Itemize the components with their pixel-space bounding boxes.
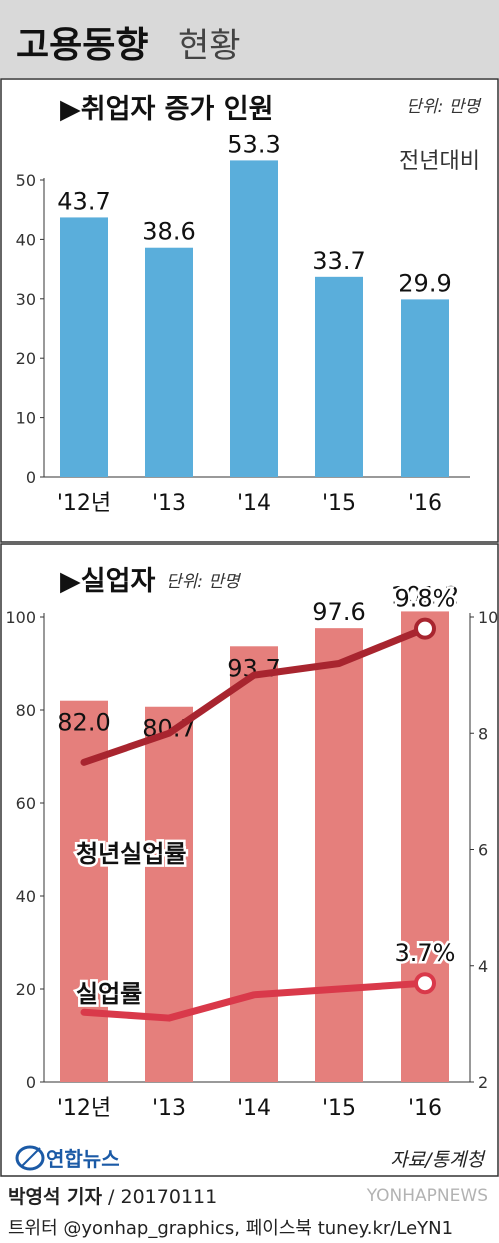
panel-unemployment (0, 543, 499, 1177)
chart2-y-tick-label: 60 (16, 794, 36, 813)
logo-slash-icon (21, 1147, 41, 1167)
chart1-value-label: 38.6 (142, 218, 195, 246)
header-band (0, 0, 499, 78)
chart2-y-tick-label: 40 (16, 887, 36, 906)
chart1-value-label: 33.7 (312, 247, 365, 275)
watermark: YONHAPNEWS (366, 1186, 488, 1206)
chart2-line-end-label: 9.8% (395, 585, 456, 613)
chart2-bar (315, 628, 363, 1082)
chart2-y2-tick-label: 2 (478, 1073, 488, 1092)
chart2-series-label: 실업률 (76, 980, 142, 1008)
chart1-x-tick-label: '12년 (57, 491, 111, 516)
chart2-x-tick-label: '15 (322, 1096, 356, 1121)
chart2-value-label: 101.2 (391, 581, 460, 609)
chart2-y-tick-label: 80 (16, 701, 36, 720)
byline-name: 박영석 기자 (8, 1186, 103, 1208)
chart2-unit: 단위: 만명 (166, 572, 242, 592)
chart2-value-label: 82.0 (57, 709, 110, 737)
chart2-x-tick-label: '16 (408, 1096, 442, 1121)
chart2-y-tick-label: 100 (5, 608, 36, 627)
unemployment-combo-chart: 02040608010024681082.0'12년80.7'1393.7'14… (5, 581, 498, 1121)
chart2-y2-tick-label: 10 (478, 608, 498, 627)
chart2-y2-tick-label: 6 (478, 841, 488, 860)
chart2-y2-tick-label: 4 (478, 957, 488, 976)
chart1-title: ▶취업자 증가 인원 (60, 94, 273, 125)
chart1-y-tick-label: 40 (16, 230, 36, 249)
chart2-y-tick-label: 20 (16, 980, 36, 999)
chart2-line-end-marker (414, 972, 436, 995)
panel-employment (0, 78, 499, 543)
chart1-x-tick-label: '16 (408, 491, 442, 516)
yonhap-logo: 연합뉴스 (15, 1145, 120, 1171)
title-main: 고용동향 (16, 25, 148, 66)
chart1-unit: 단위: 만명 (406, 97, 482, 117)
sns-handles: 트위터 @yonhap_graphics, 페이스북 tuney.kr/LeYN… (8, 1218, 453, 1239)
chart2-y-tick-label: 0 (26, 1073, 36, 1092)
chart1-x-tick-label: '15 (322, 491, 356, 516)
chart2-bar (401, 611, 449, 1082)
chart1-bar (315, 276, 363, 477)
chart1-bar (401, 299, 449, 477)
chart2-line-end-label: 3.7% (395, 939, 456, 967)
byline-date: / 20170111 (102, 1186, 217, 1208)
chart1-value-label: 29.9 (398, 269, 451, 297)
chart1-bar (60, 217, 108, 477)
byline: 박영석 기자 / 20170111 (8, 1186, 217, 1208)
chart2-bar (145, 706, 193, 1082)
employment-bar-chart: 0 10 20 30 40 50 43.7 '12년 38.6 '13 53.3 '14 33.7 '15… (16, 130, 470, 516)
chart2-x-tick-label: '14 (237, 1096, 271, 1121)
chart1-y-tick-label: 10 (16, 409, 36, 428)
chart2-x-tick-label: '13 (152, 1096, 186, 1121)
chart2-x-tick-label: '12년 (57, 1096, 111, 1121)
chart2-line-total-rate (80, 979, 429, 1022)
logo-mark-icon (15, 1145, 45, 1171)
chart2-line-youth-rate (80, 625, 429, 766)
chart2-line-end-marker (414, 617, 436, 640)
chart1-x-tick-label: '13 (152, 491, 186, 516)
source-note: 자료/통계청 (390, 1149, 486, 1171)
chart1-value-label: 43.7 (57, 187, 110, 215)
chart1-bar (230, 160, 278, 477)
chart1-y-tick-label: 0 (26, 468, 36, 487)
chart1-value-label: 53.3 (227, 130, 280, 158)
chart2-title: ▶실업자 (60, 566, 155, 597)
chart2-bar (230, 646, 278, 1082)
chart2-series-label: 청년실업률 (76, 840, 186, 868)
chart1-y-tick-label: 20 (16, 349, 36, 368)
chart1-y-tick-label: 30 (16, 290, 36, 309)
chart1-y-tick-label: 50 (16, 171, 36, 190)
chart1-subtitle: 전년대비 (399, 149, 480, 174)
chart1-x-tick-label: '14 (237, 491, 271, 516)
title-sub: 현황 (178, 26, 241, 66)
chart2-value-label: 97.6 (312, 598, 365, 626)
chart2-y2-tick-label: 8 (478, 724, 488, 743)
chart1-bar (145, 247, 193, 477)
logo-text: 연합뉴스 (46, 1147, 120, 1171)
